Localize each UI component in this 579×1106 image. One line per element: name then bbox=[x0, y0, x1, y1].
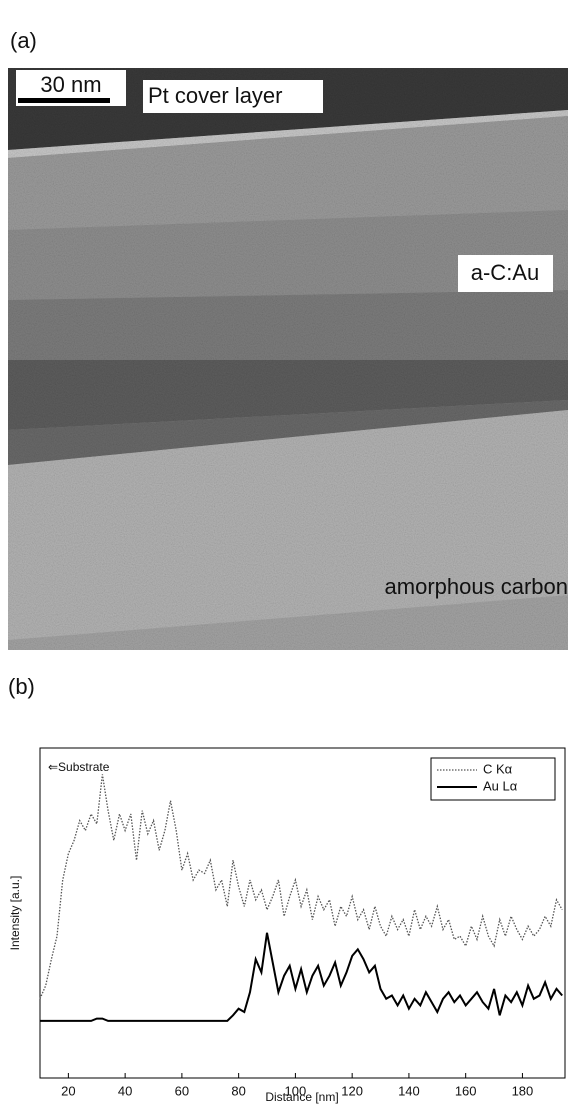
x-tick-label: 40 bbox=[118, 1083, 132, 1098]
data-line bbox=[40, 932, 563, 1022]
legend-label: C Kα bbox=[483, 761, 513, 776]
y-axis-title: Intensity [a.u.] bbox=[8, 876, 22, 951]
x-axis-title: Distance [nm] bbox=[265, 1090, 338, 1104]
scale-bar bbox=[18, 98, 110, 103]
legend-box bbox=[430, 757, 556, 801]
data-line bbox=[39, 774, 563, 1000]
layer-label: amorphous carbon bbox=[385, 574, 568, 599]
panel-label: (a) bbox=[10, 28, 37, 53]
x-tick-label: 60 bbox=[175, 1083, 189, 1098]
x-tick-label: 100 bbox=[285, 1083, 307, 1098]
x-tick-label: 80 bbox=[231, 1083, 245, 1098]
layer-label: Pt cover layer bbox=[148, 83, 283, 108]
x-tick-label: 120 bbox=[341, 1083, 363, 1098]
x-tick-label: 20 bbox=[61, 1083, 75, 1098]
x-tick-label: 140 bbox=[398, 1083, 420, 1098]
layer-label: a-C:Au bbox=[471, 260, 539, 285]
tem-image bbox=[8, 68, 568, 650]
x-tick-label: 160 bbox=[455, 1083, 477, 1098]
label-box bbox=[143, 80, 323, 113]
scale-bar-label: 30 nm bbox=[40, 72, 101, 97]
label-box bbox=[458, 255, 553, 292]
panel-label: (b) bbox=[8, 674, 35, 699]
legend-label: Au Lα bbox=[483, 778, 518, 793]
plot-frame bbox=[39, 747, 566, 1079]
annotation: ⇐Substrate bbox=[48, 760, 110, 774]
x-tick-label: 180 bbox=[512, 1083, 534, 1098]
